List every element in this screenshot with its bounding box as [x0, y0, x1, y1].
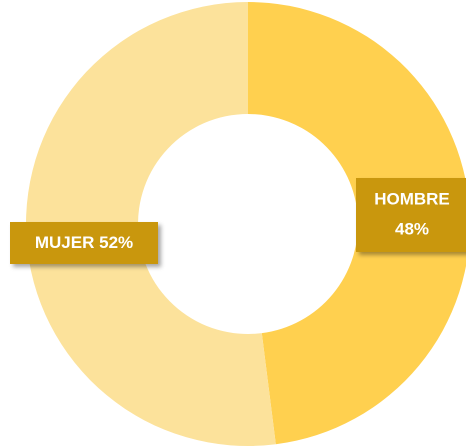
label-category: HOMBRE: [374, 189, 450, 208]
data-label: HOMBRE 48%: [356, 178, 466, 252]
label-box: [356, 178, 466, 252]
donut-slice: [26, 2, 276, 446]
label-value: 52%: [99, 233, 133, 252]
label-text: MUJER 52%: [35, 233, 133, 252]
label-box: [10, 222, 158, 264]
donut-slice: [248, 2, 466, 445]
data-label: MUJER 52%: [10, 222, 158, 264]
label-category: MUJER: [35, 233, 95, 252]
label-value: 48%: [395, 219, 429, 238]
